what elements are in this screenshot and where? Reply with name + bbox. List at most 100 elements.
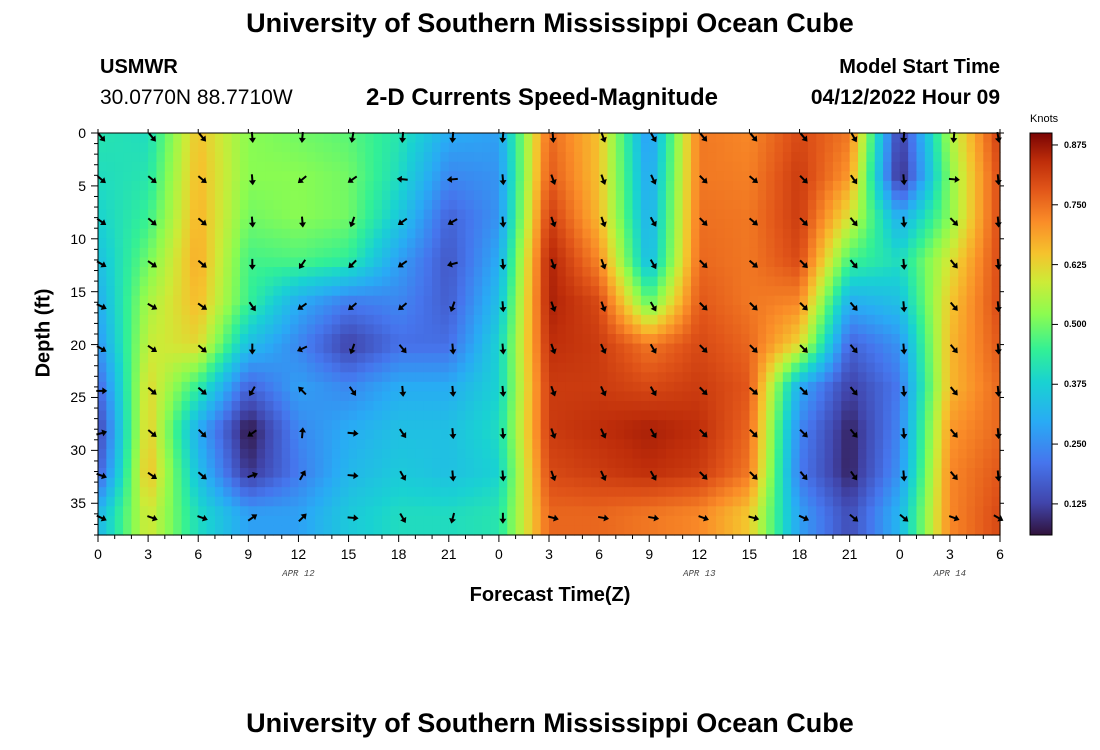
heatmap-cell bbox=[306, 286, 316, 297]
heatmap-cell bbox=[373, 238, 383, 249]
heatmap-cell bbox=[991, 171, 1001, 182]
heatmap-cell bbox=[248, 276, 258, 287]
heatmap-cell bbox=[348, 267, 358, 278]
heatmap-cell bbox=[599, 458, 609, 469]
heatmap-cell bbox=[331, 372, 341, 383]
heatmap-cell bbox=[239, 257, 249, 268]
heatmap-cell bbox=[958, 506, 968, 517]
heatmap-cell bbox=[557, 276, 567, 287]
heatmap-cell bbox=[206, 267, 216, 278]
heatmap-cell bbox=[331, 420, 341, 431]
heatmap-cell bbox=[523, 276, 533, 287]
heatmap-cell bbox=[841, 353, 851, 364]
heatmap-cell bbox=[966, 247, 976, 259]
heatmap-cell bbox=[532, 314, 542, 326]
heatmap-cell bbox=[791, 200, 801, 211]
heatmap-cell bbox=[824, 401, 834, 412]
heatmap-cell bbox=[766, 286, 776, 297]
heatmap-cell bbox=[515, 133, 525, 144]
heatmap-cell bbox=[98, 171, 107, 182]
heatmap-cell bbox=[908, 286, 918, 297]
heatmap-cell bbox=[214, 267, 224, 278]
heatmap-cell bbox=[398, 525, 408, 536]
heatmap-cell bbox=[732, 372, 742, 383]
x-tick-label: 15 bbox=[340, 546, 357, 562]
heatmap-cell bbox=[816, 305, 826, 316]
heatmap-cell bbox=[265, 286, 274, 297]
heatmap-cell bbox=[189, 487, 199, 498]
heatmap-cell bbox=[908, 506, 918, 517]
heatmap-cell bbox=[657, 142, 667, 153]
heatmap-cell bbox=[615, 496, 625, 507]
heatmap-cell bbox=[523, 257, 533, 268]
heatmap-cell bbox=[891, 487, 901, 498]
heatmap-cell bbox=[457, 324, 467, 335]
heatmap-cell bbox=[457, 439, 467, 450]
heatmap-cell bbox=[632, 381, 642, 393]
heatmap-cell bbox=[273, 228, 283, 239]
heatmap-cell bbox=[181, 295, 191, 306]
heatmap-cell bbox=[248, 190, 258, 201]
heatmap-cell bbox=[381, 267, 391, 278]
heatmap-cell bbox=[816, 314, 826, 326]
heatmap-cell bbox=[874, 228, 884, 239]
heatmap-cell bbox=[933, 180, 943, 192]
heatmap-cell bbox=[782, 372, 792, 383]
heatmap-cell bbox=[348, 468, 358, 479]
heatmap-cell bbox=[924, 429, 934, 440]
heatmap-cell bbox=[331, 286, 341, 297]
current-arrow bbox=[600, 301, 607, 312]
heatmap-cell bbox=[206, 506, 216, 517]
heatmap-cell bbox=[732, 152, 742, 163]
heatmap-cell bbox=[966, 133, 976, 144]
heatmap-cell bbox=[265, 133, 274, 144]
heatmap-cell bbox=[206, 238, 216, 249]
heatmap-cell bbox=[624, 200, 634, 211]
heatmap-cell bbox=[114, 420, 124, 431]
heatmap-cell bbox=[290, 506, 300, 517]
heatmap-cell bbox=[565, 458, 575, 469]
heatmap-cell bbox=[98, 353, 107, 364]
heatmap-cell bbox=[632, 152, 642, 163]
heatmap-cell bbox=[473, 487, 483, 498]
heatmap-cell bbox=[231, 228, 241, 239]
heatmap-cell bbox=[891, 525, 901, 536]
heatmap-cell bbox=[507, 257, 517, 268]
heatmap-cell bbox=[448, 180, 458, 192]
heatmap-cell bbox=[181, 286, 191, 297]
heatmap-cell bbox=[131, 381, 141, 393]
heatmap-cell bbox=[849, 324, 859, 335]
heatmap-cell bbox=[782, 391, 792, 402]
heatmap-cell bbox=[473, 362, 483, 373]
heatmap-cell bbox=[198, 525, 208, 536]
heatmap-cell bbox=[690, 152, 700, 163]
heatmap-cell bbox=[891, 161, 901, 172]
heatmap-cell bbox=[707, 171, 717, 182]
heatmap-cell bbox=[624, 353, 634, 364]
heatmap-cell bbox=[189, 286, 199, 297]
heatmap-cell bbox=[173, 487, 183, 498]
heatmap-cell bbox=[766, 487, 776, 498]
current-arrow bbox=[900, 258, 908, 270]
heatmap-cell bbox=[949, 180, 959, 192]
heatmap-cell bbox=[306, 458, 316, 469]
heatmap-cell bbox=[724, 477, 734, 488]
heatmap-cell bbox=[323, 276, 333, 287]
heatmap-cell bbox=[816, 295, 826, 306]
heatmap-cell bbox=[624, 161, 634, 172]
heatmap-cell bbox=[674, 477, 684, 488]
heatmap-cell bbox=[657, 496, 667, 507]
heatmap-cell bbox=[457, 257, 467, 268]
heatmap-cell bbox=[657, 267, 667, 278]
heatmap-cell bbox=[866, 496, 876, 507]
heatmap-cell bbox=[983, 314, 993, 326]
heatmap-cell bbox=[632, 200, 642, 211]
heatmap-cell bbox=[306, 152, 316, 163]
heatmap-cell bbox=[682, 343, 692, 354]
heatmap-cell bbox=[398, 247, 408, 259]
heatmap-cell bbox=[866, 209, 876, 220]
heatmap-cell bbox=[565, 487, 575, 498]
heatmap-cell bbox=[356, 209, 366, 220]
heatmap-cell bbox=[799, 209, 809, 220]
heatmap-cell bbox=[699, 496, 709, 507]
